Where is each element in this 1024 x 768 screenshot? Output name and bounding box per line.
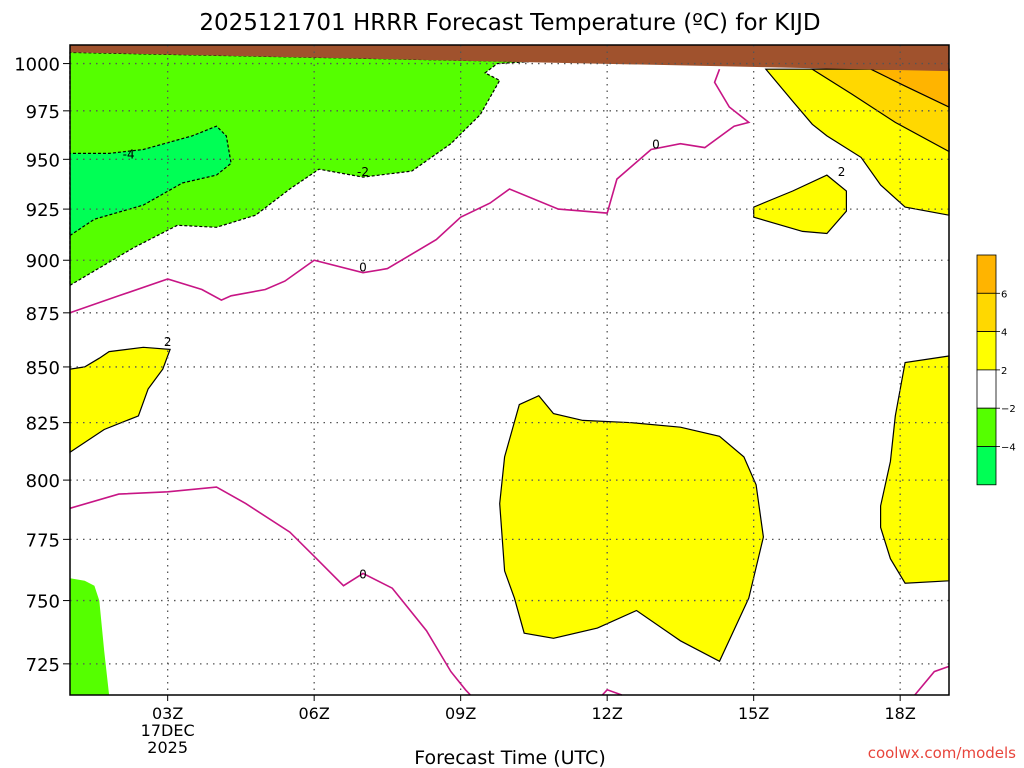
temperature-region — [69, 346, 171, 454]
y-tick-label: 975 — [26, 102, 60, 123]
plot-frame — [69, 44, 950, 696]
credit-text: coolwx.com/models — [868, 744, 1016, 762]
temperature-region — [70, 578, 110, 695]
contour-label: 0 — [652, 138, 660, 152]
colorbar-label: 4 — [1001, 328, 1007, 339]
x-tick-label: 17DEC — [141, 721, 195, 740]
colorbar-bin — [976, 292, 997, 332]
colorbar: 6 4 2 −2 −4 — [976, 254, 1016, 486]
contour-label: 0 — [359, 567, 367, 581]
colorbar-bin — [976, 331, 997, 371]
contour-label-layer: 0 0 0 2 2 -2 -4 — [123, 138, 846, 582]
y-tick-label: 825 — [26, 414, 60, 435]
x-tick-label: 2025 — [147, 738, 188, 757]
contour-label: -4 — [123, 147, 135, 161]
colorbar-label: −2 — [1001, 404, 1016, 415]
colorbar-bin — [976, 254, 997, 294]
y-tick-label: 900 — [26, 251, 60, 272]
x-tick-label: 06Z — [299, 704, 330, 723]
x-axis-title: Forecast Time (UTC) — [414, 747, 605, 768]
x-tick-label: 09Z — [445, 704, 476, 723]
grid-layer — [70, 45, 949, 695]
y-tick-label: 1000 — [14, 55, 60, 76]
temperature-region — [69, 125, 232, 237]
x-tick-label: 03Z — [152, 704, 183, 723]
y-tick-label: 875 — [26, 304, 60, 325]
y-tick-label: 925 — [26, 200, 60, 221]
temperature-region — [499, 394, 765, 663]
y-tick-label: 775 — [26, 530, 60, 551]
y-tick-label: 800 — [26, 471, 60, 492]
zero-degree-contour — [914, 665, 950, 696]
colorbar-bin — [976, 446, 997, 486]
temperature-region — [753, 174, 848, 235]
contour-label: 2 — [838, 165, 846, 179]
temperature-region — [70, 45, 949, 72]
colorbar-bin — [976, 407, 997, 447]
x-tick-label: 18Z — [885, 704, 916, 723]
contour-label: 2 — [164, 335, 172, 349]
x-tick-label: 15Z — [738, 704, 769, 723]
temperature-region — [879, 355, 950, 584]
contour-label: -2 — [357, 165, 369, 179]
colorbar-label: 2 — [1001, 366, 1007, 377]
zero-degree-contour — [69, 486, 471, 696]
y-axis: 725 750 775 800 825 850 875 900 925 950 975 1000 — [14, 55, 70, 676]
x-tick-label: 12Z — [592, 704, 623, 723]
contour-layer — [69, 68, 950, 696]
y-tick-label: 950 — [26, 150, 60, 171]
colorbar-bin — [976, 369, 997, 409]
zero-degree-contour — [69, 68, 751, 314]
y-tick-label: 725 — [26, 655, 60, 676]
zero-degree-contour — [601, 688, 623, 696]
y-tick-label: 750 — [26, 592, 60, 613]
plot-fill-layer — [69, 45, 950, 695]
chart-title: 2025121701 HRRR Forecast Temperature (ºC… — [199, 10, 820, 36]
temperature-region — [69, 51, 530, 287]
colorbar-label: 6 — [1001, 289, 1007, 300]
contour-label: 0 — [359, 260, 367, 274]
colorbar-label: −4 — [1001, 443, 1016, 454]
y-tick-label: 850 — [26, 358, 60, 379]
